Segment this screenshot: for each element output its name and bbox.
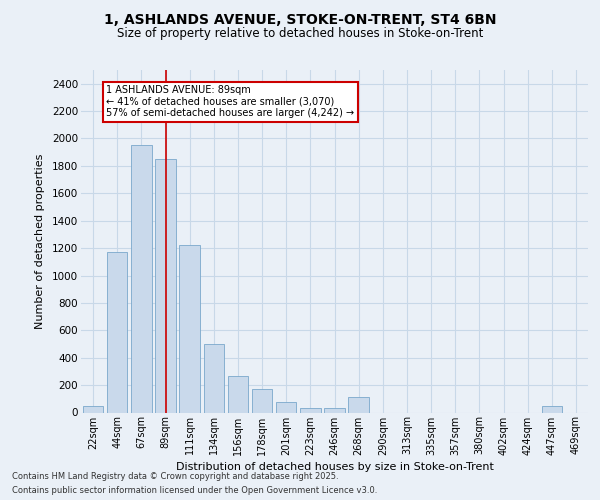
Bar — [203, 344, 224, 412]
Y-axis label: Number of detached properties: Number of detached properties — [35, 154, 45, 329]
Bar — [83, 406, 103, 412]
Bar — [276, 402, 296, 412]
Bar — [227, 376, 248, 412]
Bar — [179, 244, 200, 412]
Text: 1 ASHLANDS AVENUE: 89sqm
← 41% of detached houses are smaller (3,070)
57% of sem: 1 ASHLANDS AVENUE: 89sqm ← 41% of detach… — [106, 85, 355, 118]
Text: Contains public sector information licensed under the Open Government Licence v3: Contains public sector information licen… — [12, 486, 377, 495]
Bar — [252, 389, 272, 412]
Bar — [155, 159, 176, 412]
X-axis label: Distribution of detached houses by size in Stoke-on-Trent: Distribution of detached houses by size … — [176, 462, 493, 471]
Text: Contains HM Land Registry data © Crown copyright and database right 2025.: Contains HM Land Registry data © Crown c… — [12, 472, 338, 481]
Bar — [107, 252, 127, 412]
Bar — [324, 408, 345, 412]
Bar — [542, 406, 562, 412]
Bar — [349, 398, 369, 412]
Text: Size of property relative to detached houses in Stoke-on-Trent: Size of property relative to detached ho… — [117, 28, 483, 40]
Bar — [300, 408, 320, 412]
Text: 1, ASHLANDS AVENUE, STOKE-ON-TRENT, ST4 6BN: 1, ASHLANDS AVENUE, STOKE-ON-TRENT, ST4 … — [104, 12, 496, 26]
Bar — [131, 146, 152, 412]
